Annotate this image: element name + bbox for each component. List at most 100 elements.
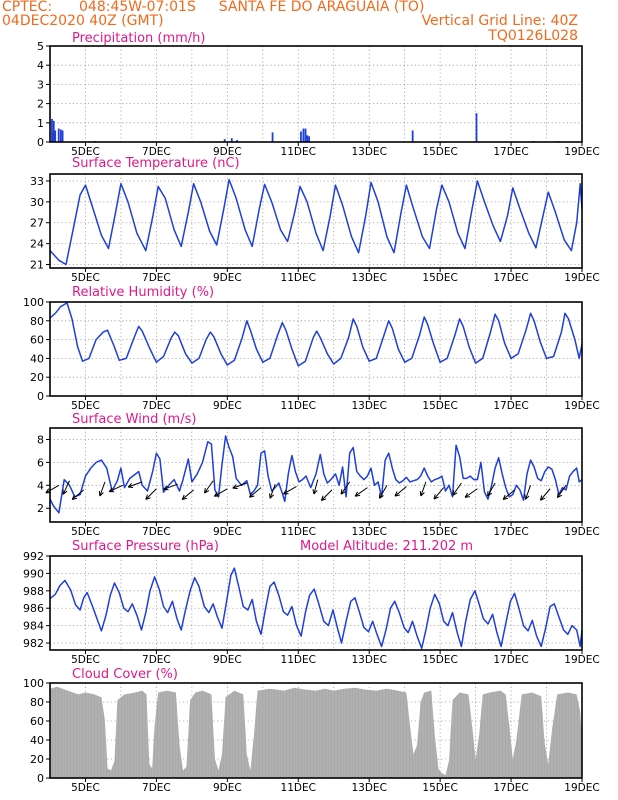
y-tick-label: 4 [37, 59, 44, 72]
x-tick-label: 13DEC [351, 782, 386, 794]
x-tick-label: 19DEC [564, 146, 599, 158]
wind-arrow-head [340, 491, 346, 495]
wind-arrow-head [72, 497, 78, 501]
y-tick-label: 988 [23, 585, 44, 598]
wind-arrow-head [163, 485, 168, 490]
y-tick-label: 30 [30, 196, 44, 209]
header-source: CPTEC: [2, 0, 53, 15]
panel-pressure: 982 984 986 988 990 992 5DEC 7DEC 9DEC 11DEC 13DEC… [23, 539, 600, 666]
panel-title: Surface Pressure (hPa) [72, 539, 219, 554]
wind-arrow-head [98, 490, 101, 497]
wind-arrow-head [419, 490, 422, 497]
wind-arrow-head [269, 494, 275, 499]
y-tick-label: 100 [23, 677, 44, 690]
wind-arrow-head [269, 493, 271, 499]
x-tick-label: 15DEC [422, 272, 457, 284]
x-tick-label: 9DEC [213, 272, 242, 284]
wind-arrow [108, 484, 123, 493]
x-tick-label: 7DEC [142, 146, 171, 158]
wind-arrow-head [145, 497, 151, 500]
wind-arrow-head [232, 487, 238, 490]
wind-arrow [163, 483, 178, 490]
y-tick-label: 2 [37, 502, 44, 515]
panel-cloud-cover: 0 20 40 60 80 100 5DEC 7DEC 9DEC 11DEC 13DEC 15DEC 1… [23, 667, 600, 794]
x-tick-label: 15DEC [422, 400, 457, 412]
wind-line [49, 435, 583, 514]
x-tick-label: 9DEC [213, 400, 242, 412]
y-tick-label: 20 [30, 753, 44, 766]
wind-arrow-head [182, 497, 188, 501]
x-tick-label: 11DEC [281, 146, 316, 158]
wind-arrow-head [524, 494, 526, 500]
wind-arrow-head [62, 490, 68, 495]
wind-arrow-head [465, 496, 471, 498]
wind-arrow-head [420, 492, 425, 497]
wind-arrow-head [464, 492, 468, 498]
y-tick-label: 982 [23, 637, 44, 650]
wind-arrow-head [128, 486, 134, 489]
x-tick-label: 7DEC [142, 400, 171, 412]
wind-arrow-head [321, 498, 327, 501]
pressure-line [49, 567, 583, 650]
y-tick-label: 2 [37, 98, 44, 111]
y-tick-label: 992 [23, 550, 44, 563]
precip-bar [411, 130, 414, 142]
panel-annotation: Model Altitude: 211.202 m [300, 539, 473, 554]
wind-arrow [181, 489, 194, 500]
precip-bar [230, 138, 233, 142]
y-tick-label: 0 [37, 136, 44, 149]
x-tick-label: 7DEC [142, 654, 171, 666]
wind-arrow [145, 488, 157, 500]
wind-arrow-head [556, 492, 559, 498]
x-tick-label: 19DEC [564, 272, 599, 284]
y-tick-label: 80 [30, 315, 44, 328]
x-tick-label: 13DEC [351, 654, 386, 666]
wind-arrow-head [379, 495, 384, 499]
x-tick-label: 5DEC [71, 146, 100, 158]
wind-arrow [313, 479, 319, 495]
y-tick-label: 60 [30, 334, 44, 347]
wind-arrow-head [108, 487, 113, 492]
wind-arrow-head [452, 492, 458, 496]
wind-arrow-head [502, 494, 506, 500]
x-tick-label: 15DEC [422, 782, 457, 794]
wind-arrow [269, 483, 276, 499]
y-tick-label: 33 [30, 175, 44, 188]
precip-bar [52, 120, 55, 142]
panel-frame [49, 173, 583, 269]
header-station: SANTA FE DO ARAGUAIA (TO) [218, 0, 425, 15]
x-tick-label: 5DEC [71, 400, 100, 412]
wind-arrow [320, 489, 333, 501]
wind-arrow [71, 489, 85, 500]
x-tick-label: 17DEC [493, 400, 528, 412]
y-tick-label: 4 [37, 479, 44, 492]
y-tick-label: 8 [37, 433, 44, 446]
wind-arrow-head [394, 494, 400, 497]
y-tick-label: 24 [30, 238, 44, 251]
header-model-code: TQ0126L028 [488, 28, 578, 44]
wind-arrow-head [452, 490, 455, 496]
wind-arrow-head [433, 496, 439, 500]
header-grid-note: Vertical Grid Line: 40Z [421, 13, 578, 29]
wind-arrow-head [525, 495, 530, 500]
x-tick-label: 9DEC [213, 782, 242, 794]
wind-arrow [214, 488, 228, 497]
x-tick-label: 11DEC [281, 272, 316, 284]
wind-arrow-head [127, 483, 132, 488]
y-tick-label: 27 [30, 217, 44, 230]
wind-arrow-head [433, 494, 436, 500]
y-tick-label: 21 [30, 259, 44, 272]
wind-arrow-head [204, 490, 210, 494]
precip-bar [59, 129, 62, 142]
y-tick-label: 40 [30, 352, 44, 365]
wind-arrow-head [283, 489, 287, 495]
precip-bar [304, 128, 307, 142]
x-tick-label: 17DEC [493, 654, 528, 666]
wind-arrow [249, 487, 262, 498]
x-tick-label: 9DEC [213, 526, 242, 538]
x-tick-label: 13DEC [351, 400, 386, 412]
wind-arrow-head [249, 492, 253, 498]
wind-arrow [540, 488, 551, 501]
panel-title: Cloud Cover (%) [72, 667, 178, 682]
x-tick-label: 19DEC [564, 400, 599, 412]
